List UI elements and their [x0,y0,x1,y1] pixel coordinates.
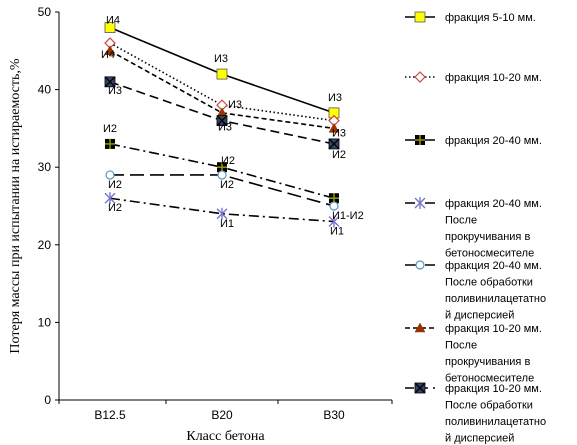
legend-label: й дисперсией [445,310,514,322]
legend-marker [414,197,426,209]
legend-label: прокручивания в [445,231,530,243]
legend-entry-6: фракция 10-20 мм. После прокручивания в бет… [405,322,542,385]
y-axis-title: Потеря массы при испытании на истираемос… [8,58,23,353]
y-tick-label: 50 [38,5,52,19]
point-labels: И4 И3 И3 И2 И2 И2 И1 И1 И2 И2 И1-И2 И4 И3 И3 И3 И3 И2 [101,15,364,238]
series-6 [104,45,340,133]
series-4-point [104,192,116,205]
legend-label: После [445,340,477,352]
y-tick-label: 0 [44,393,51,407]
data-label: И2 [108,202,122,214]
data-label: И2 [103,123,117,135]
series-1-point [216,68,228,80]
y-tick-label: 10 [38,315,52,329]
series-4 [104,192,340,228]
legend-label: фракция 20-40 мм. [445,198,542,210]
legend-entry-1: фракция 5-10 мм. [405,11,536,24]
series-1 [104,22,340,119]
legend-label: После обработки [445,277,533,289]
legend-entry-3: фракция 20-40 мм. [405,135,542,147]
series-7-point [216,115,228,127]
legend-entry-2: фракция 10-20 мм. [405,71,542,84]
series-4-line [109,197,335,223]
series-5-point [329,201,339,211]
data-label: И2 [332,149,346,161]
legend-label: После [445,215,477,227]
x-tick-label: B12.5 [94,408,126,422]
axes: 0 10 20 30 40 50 B12.5 B20 B30 [38,5,393,422]
data-label: И1-И2 [332,210,364,222]
series-5-point [105,170,115,180]
legend-marker [415,260,425,270]
data-label: И1 [330,226,344,238]
legend-label: фракция 20-40 мм. [445,135,542,147]
x-axis-title: Класс бетона [186,429,265,444]
legend-marker [414,71,426,83]
series-7 [104,76,340,150]
legend-label: поливинилацетатно [445,416,546,428]
legend-label: фракция 10-20 мм. [445,323,542,335]
data-label: И1 [220,218,234,230]
y-tick-label: 30 [38,160,52,174]
data-label: И2 [220,179,234,191]
legend: фракция 5-10 мм.фракция 10-20 мм.фракция… [405,11,546,445]
data-label: И3 [108,85,122,97]
series-6-point [328,122,340,133]
data-label: И2 [221,155,235,167]
legend-label: поливинилацетатно [445,293,546,305]
legend-entry-7: фракция 10-20 мм. После обработки поливини… [405,382,546,445]
series-3-point [105,138,115,149]
data-label: И2 [108,179,122,191]
legend-label: После обработки [445,400,533,412]
legend-marker [414,322,426,333]
legend-label: фракция 10-20 мм. [445,72,542,84]
y-tick-label: 20 [38,238,52,252]
series-layer [104,22,340,228]
series-5 [105,170,339,211]
legend-label: фракция 10-20 мм. [445,383,542,395]
x-tick-label: B30 [323,408,345,422]
series-6-point [104,45,116,56]
data-label: И3 [328,92,342,104]
legend-label: фракция 5-10 мм. [445,12,536,24]
data-label: И4 [101,49,115,61]
x-tick-label: B20 [211,408,233,422]
legend-marker [415,135,425,145]
series-1-point [104,22,116,33]
data-label: И3 [228,99,242,111]
legend-entry-5: фракция 20-40 мм. После обработки поливини… [405,260,546,322]
series-2 [104,37,340,127]
data-label: И3 [332,127,346,139]
legend-label: фракция 20-40 мм. [445,260,542,272]
series-4-point [328,215,340,228]
legend-label: прокручивания в [445,356,530,368]
legend-entry-4: фракция 20-40 мм. После прокручивания в бет… [405,197,542,260]
series-4-point [216,207,228,220]
data-label: И3 [214,53,228,65]
data-label: И4 [106,15,120,27]
legend-label: бетоносмесителе [445,373,534,385]
legend-label: й дисперсией [445,433,514,445]
series-7-point [328,138,340,150]
y-tick-label: 40 [38,83,52,97]
series-5-point [217,170,227,180]
legend-marker [414,11,426,23]
series-7-point [104,76,116,88]
legend-marker [414,382,426,394]
data-label: И3 [218,122,232,134]
legend-label: бетоносмесителе [445,248,534,260]
